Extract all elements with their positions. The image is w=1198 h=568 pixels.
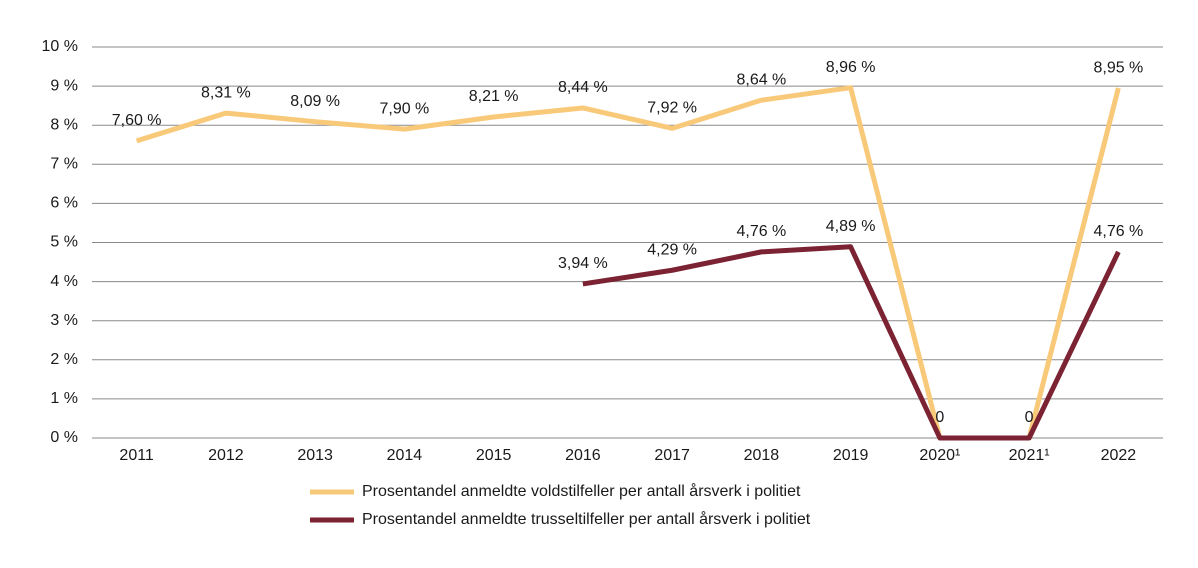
x-tick-label: 2020¹ xyxy=(919,447,960,464)
x-tick-label: 2012 xyxy=(208,447,244,464)
y-tick-label: 5 % xyxy=(50,234,78,251)
x-tick-label: 2013 xyxy=(297,447,333,464)
legend-label: Prosentandel anmeldte voldstilfeller per… xyxy=(362,482,801,500)
y-tick-label: 7 % xyxy=(50,156,78,173)
data-label: 8,21 % xyxy=(469,88,519,105)
data-label: 8,64 % xyxy=(736,71,786,88)
data-label: 7,60 % xyxy=(112,112,162,129)
y-tick-label: 6 % xyxy=(50,195,78,212)
x-tick-label: 2021¹ xyxy=(1009,447,1050,464)
x-tick-label: 2016 xyxy=(565,447,601,464)
y-tick-label: 10 % xyxy=(42,38,78,55)
y-tick-label: 9 % xyxy=(50,77,78,94)
data-label: 4,76 % xyxy=(736,223,786,240)
data-label: 8,09 % xyxy=(290,93,340,110)
data-label: 3,94 % xyxy=(558,255,608,272)
y-tick-label: 3 % xyxy=(50,312,78,329)
data-label: 4,29 % xyxy=(647,241,697,258)
data-label: 8,31 % xyxy=(201,84,251,101)
series-line xyxy=(135,85,1121,441)
data-label: 7,92 % xyxy=(647,100,697,117)
data-label: 8,95 % xyxy=(1093,59,1143,76)
x-tick-label: 2018 xyxy=(744,447,780,464)
legend-label: Prosentandel anmeldte trusseltilfeller p… xyxy=(362,510,811,528)
x-tick-label: 2017 xyxy=(654,447,690,464)
y-tick-label: 2 % xyxy=(50,351,78,368)
y-tick-label: 8 % xyxy=(50,116,78,133)
data-label: 8,44 % xyxy=(558,79,608,96)
y-tick-label: 1 % xyxy=(50,390,78,407)
data-label: 7,90 % xyxy=(379,100,429,117)
data-label: 4,89 % xyxy=(826,218,876,235)
y-tick-label: 4 % xyxy=(50,273,78,290)
x-tick-label: 2015 xyxy=(476,447,512,464)
data-label: 0 xyxy=(1025,409,1034,426)
x-tick-label: 2019 xyxy=(833,447,869,464)
x-tick-label: 2022 xyxy=(1101,447,1137,464)
y-tick-label: 0 % xyxy=(50,429,78,446)
data-label: 8,96 % xyxy=(826,59,876,76)
data-label: 0 xyxy=(935,409,944,426)
data-label: 4,76 % xyxy=(1093,223,1143,240)
series-line xyxy=(582,244,1121,441)
x-tick-label: 2014 xyxy=(387,447,423,464)
x-tick-label: 2011 xyxy=(119,447,154,464)
